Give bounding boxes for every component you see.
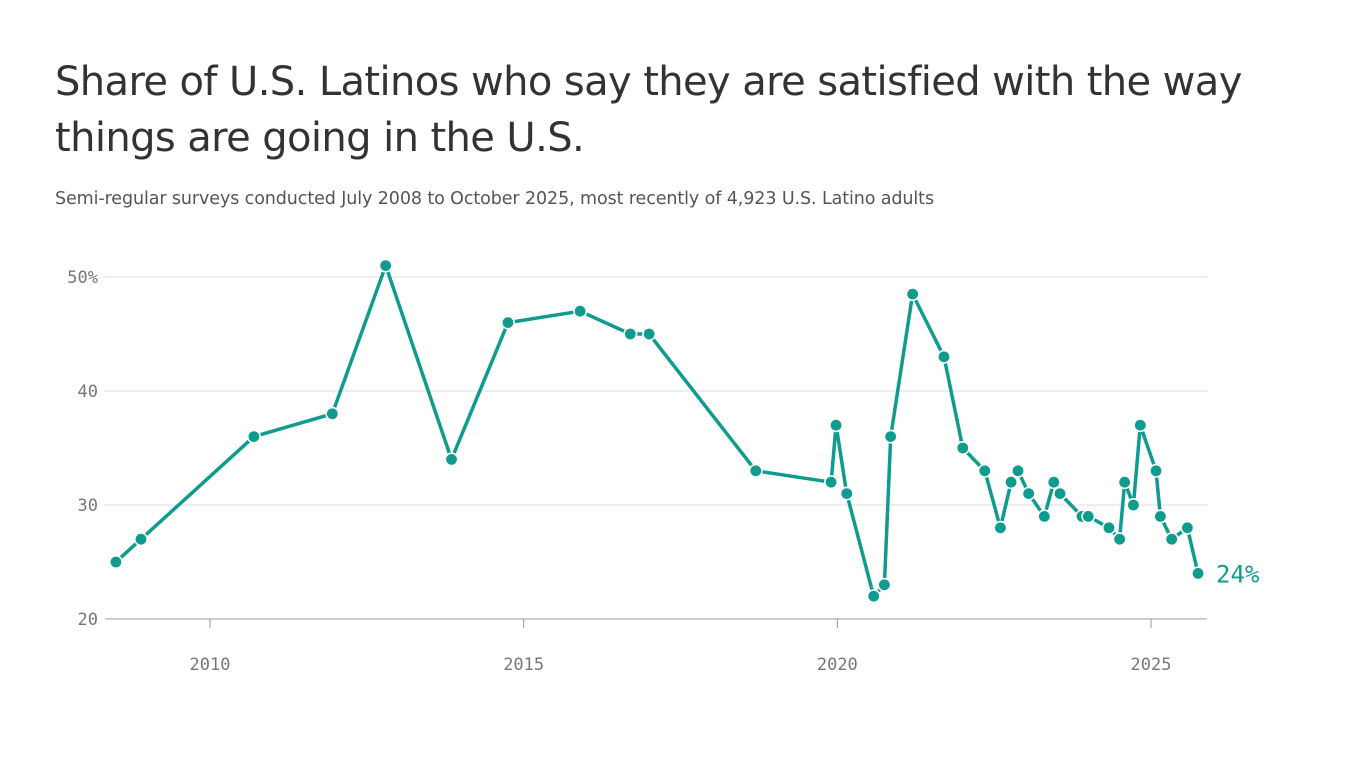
data-point-10	[748, 463, 763, 478]
x-tick-label-2015: 2015	[503, 655, 544, 675]
data-point-9	[642, 326, 657, 341]
x-tick-label-2010: 2010	[190, 655, 231, 675]
data-point-39	[1191, 566, 1206, 581]
data-point-15	[877, 577, 892, 592]
data-point-11	[824, 475, 839, 490]
data-point-25	[1037, 509, 1052, 524]
data-point-19	[955, 440, 970, 455]
x-tick-label-2025: 2025	[1131, 655, 1172, 675]
data-point-21	[993, 520, 1008, 535]
data-points	[108, 258, 1206, 604]
data-point-34	[1133, 418, 1148, 433]
x-tick-label-2020: 2020	[817, 655, 858, 675]
y-tick-label-40: 40	[78, 382, 98, 402]
end-label-group: 24%	[1216, 560, 1260, 588]
data-point-14	[866, 589, 881, 604]
data-point-20	[977, 463, 992, 478]
data-point-22	[1004, 475, 1019, 490]
data-point-27	[1053, 486, 1068, 501]
data-point-1	[133, 532, 148, 547]
data-point-32	[1117, 475, 1132, 490]
series-line	[114, 263, 1200, 598]
data-point-38	[1180, 520, 1195, 535]
y-tick-label-30: 30	[78, 496, 98, 516]
series-line-group	[114, 263, 1200, 598]
data-point-36	[1153, 509, 1168, 524]
chart-title: Share of U.S. Latinos who say they are s…	[55, 59, 1242, 161]
data-point-16	[883, 429, 898, 444]
data-point-12	[829, 418, 844, 433]
data-point-0	[108, 554, 123, 569]
y-axis-tick-labels: 50% 40 30 20	[67, 268, 98, 630]
end-value-label: 24%	[1216, 560, 1260, 588]
data-point-33	[1126, 497, 1141, 512]
data-point-23	[1011, 463, 1026, 478]
y-tick-label-20: 20	[78, 610, 98, 630]
data-point-26	[1046, 475, 1061, 490]
data-point-31	[1112, 532, 1127, 547]
data-point-37	[1164, 532, 1179, 547]
data-point-13	[839, 486, 854, 501]
gridlines	[105, 276, 1207, 506]
y-tick-label-50: 50%	[67, 268, 98, 288]
chart-subtitle: Semi-regular surveys conducted July 2008…	[55, 189, 934, 209]
data-point-8	[623, 326, 638, 341]
data-point-24	[1021, 486, 1036, 501]
data-point-18	[936, 349, 951, 364]
data-point-35	[1149, 463, 1164, 478]
data-point-30	[1101, 520, 1116, 535]
data-point-3	[325, 406, 340, 421]
x-axis: 2010 2015 2020 2025	[105, 618, 1207, 675]
data-point-2	[246, 429, 261, 444]
data-point-6	[500, 315, 515, 330]
data-point-7	[573, 304, 588, 319]
data-point-5	[444, 452, 459, 467]
data-point-29	[1081, 509, 1096, 524]
data-point-17	[905, 287, 920, 302]
data-point-4	[378, 258, 393, 273]
